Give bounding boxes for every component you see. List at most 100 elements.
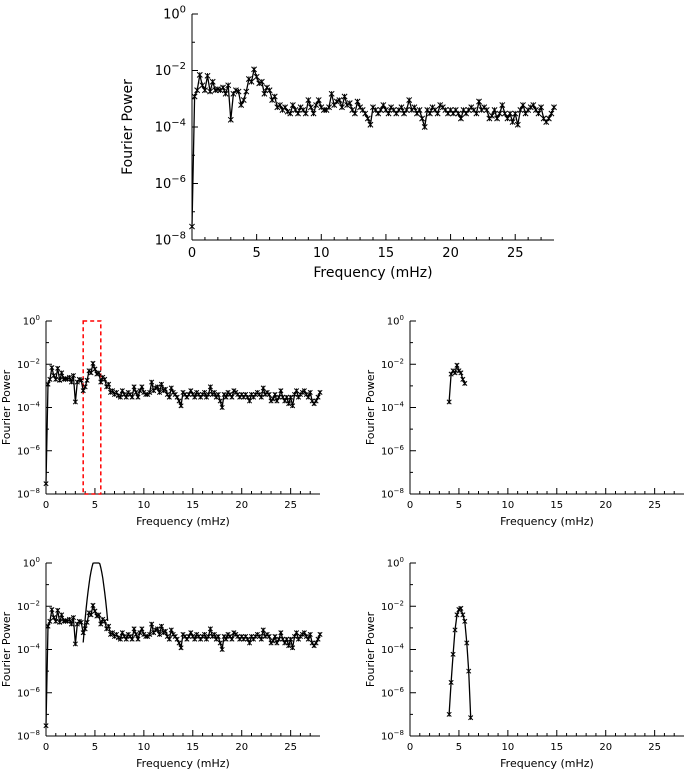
data-point [421,124,428,130]
data-point [445,110,451,117]
data-point [261,90,268,97]
data-point [59,370,65,376]
data-point [271,93,278,100]
y-tick-label: 10−2 [381,599,404,613]
chart-panel-5: 0 5 10 15 20 25 100 10−2 10−4 10−6 10−8 Frequency (… [364,556,684,770]
data-point [276,394,282,400]
y-tick-label: 100 [23,556,40,570]
data-point [168,627,174,633]
y-tick-label: 100 [387,556,404,570]
x-tick-label: 15 [186,742,199,753]
data-point [248,78,255,85]
data-point [328,90,335,97]
y-tick-label: 10−4 [155,118,186,136]
data-point-markers [446,362,468,405]
data-point [543,119,550,125]
data-point [315,394,321,400]
x-tick-label: 0 [407,742,413,753]
data-point [209,78,216,85]
data-point [156,389,163,395]
data-point [341,93,348,100]
data-point [47,376,53,382]
data-point [282,104,289,111]
data-point [266,633,272,640]
data-point [78,377,84,383]
data-point [548,110,555,117]
data-point [272,633,278,640]
data-point [535,110,542,117]
data-point-markers [43,602,323,729]
data-point [229,636,235,642]
x-axis-title: Frequency (mHz) [136,515,230,528]
data-point [123,636,129,642]
data-point [133,389,139,395]
data-point [147,389,153,395]
data-point [149,621,155,627]
data-point [509,119,516,125]
data-point [205,633,211,640]
data-point [460,612,466,618]
x-tick-label: 5 [253,246,261,261]
data-point [276,636,282,642]
data-point [201,631,208,637]
data-point [55,365,61,371]
x-tick-label: 0 [43,500,49,511]
data-point-markers [43,360,323,487]
data-point [305,394,311,400]
y-axis-title: Fourier Power [0,369,13,445]
data-point [72,641,78,647]
data-point [225,82,232,89]
data-point [223,394,229,400]
data-point [520,102,526,108]
data-point [468,715,474,721]
data-point [205,391,211,398]
data-point [483,107,490,113]
data-point [258,394,264,400]
data-point [204,72,211,79]
x-tick-label: 5 [92,742,98,753]
data-point [382,107,389,113]
data-point [66,616,73,622]
data-point [530,102,537,108]
y-tick-label: 100 [163,5,186,23]
data-point [98,621,104,627]
data-point [313,102,320,108]
data-point [287,110,294,117]
y-tick-label: 10−6 [381,444,405,458]
data-point [390,107,397,113]
data-point [540,115,547,122]
chart-panel-4: 0 5 10 15 20 25 100 10−2 10−4 10−6 10−8 Frequency (… [0,556,323,770]
x-tick-label: 15 [186,500,199,511]
data-point [147,631,153,637]
y-tick-label: 10−2 [17,357,40,371]
data-point [123,394,129,400]
data-point [351,110,358,117]
data-point [149,379,155,385]
data-point-markers [189,66,557,230]
data-point [219,646,225,653]
data-point [406,97,413,103]
data-point [260,627,266,633]
data-point [532,107,539,113]
data-point [43,481,49,487]
data-point [235,88,242,95]
data-point [488,112,495,119]
data-point [305,97,312,103]
data-point [158,623,165,629]
data-point [90,360,96,366]
data-point [538,104,545,111]
x-axis-title: Frequency (mHz) [313,265,432,281]
y-tick-label: 10−6 [17,686,41,700]
y-tick-label: 100 [23,314,40,328]
y-tick-label: 10−4 [381,643,405,657]
data-point [258,636,264,642]
data-point [463,110,470,117]
data-point [139,626,145,632]
x-tick-label: 0 [407,500,413,511]
data-point [289,102,296,108]
data-point [117,394,123,400]
data-point [462,380,468,386]
y-axis-title: Fourier Power [364,369,377,445]
data-point [336,97,343,103]
data-point [462,618,468,624]
